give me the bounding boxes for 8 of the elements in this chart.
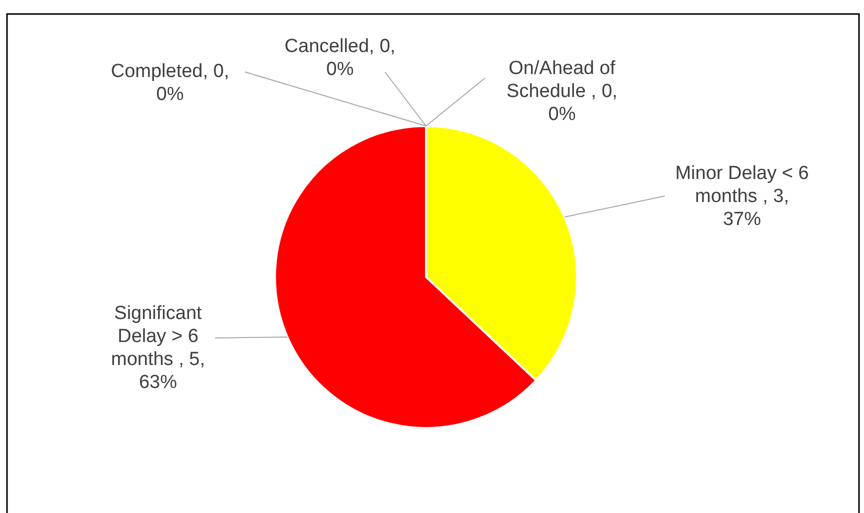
- text: 0%: [156, 84, 184, 105]
- slice-label: Minor Delay < 6 months , 3, 37%: [675, 163, 809, 230]
- text: 0%: [326, 59, 354, 80]
- category-label: Cancelled, 0,: [284, 36, 396, 57]
- category-label: Completed, 0,: [110, 61, 230, 82]
- slice-label: Significant Delay > 6 months , 5, 63%: [111, 303, 205, 393]
- text: 0%: [548, 104, 576, 125]
- category-label: On/Ahead of Schedule , 0,: [506, 58, 618, 102]
